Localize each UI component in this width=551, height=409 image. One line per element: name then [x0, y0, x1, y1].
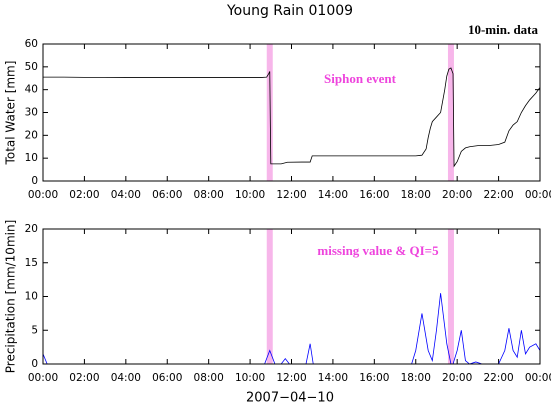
x-tick-label: 22:00 — [483, 189, 513, 201]
y-axis-label: Precipitation [mm/10min] — [4, 220, 18, 374]
x-tick-label: 08:00 — [194, 372, 224, 384]
y-tick-label: 10 — [25, 291, 38, 303]
y-tick-label: 5 — [31, 324, 38, 336]
x-tick-label: 08:00 — [194, 189, 224, 201]
x-tick-label: 00:00 — [28, 189, 58, 201]
x-tick-label: 10:00 — [235, 372, 265, 384]
x-tick-label: 02:00 — [69, 189, 99, 201]
x-tick-label: 02:00 — [69, 372, 99, 384]
x-tick-label: 06:00 — [152, 189, 182, 201]
x-tick-label: 12:00 — [276, 189, 306, 201]
data-line — [43, 67, 541, 168]
x-tick-label: 12:00 — [276, 372, 306, 384]
y-tick-label: 0 — [31, 175, 38, 187]
highlight-band — [266, 229, 273, 364]
plot-frame — [42, 43, 541, 182]
figure-title: Young Rain 01009 — [226, 3, 353, 19]
plot-frame — [42, 228, 541, 365]
y-tick-label: 40 — [25, 84, 38, 96]
highlight-band — [447, 44, 454, 181]
y-tick-label: 10 — [25, 152, 38, 164]
y-tick-label: 0 — [31, 358, 38, 370]
y-axis-label: Total Water [mm] — [4, 61, 18, 166]
data-note: 10-min. data — [468, 22, 539, 37]
y-tick-label: 15 — [25, 257, 38, 269]
x-tick-label: 20:00 — [442, 372, 472, 384]
x-tick-label: 22:00 — [483, 372, 513, 384]
x-tick-label: 18:00 — [401, 372, 431, 384]
x-tick-label: 20:00 — [442, 189, 472, 201]
y-tick-label: 30 — [25, 107, 38, 119]
annotation: missing value & QI=5 — [317, 243, 439, 258]
data-line — [42, 293, 541, 365]
highlight-band — [447, 229, 454, 364]
y-tick-label: 50 — [25, 61, 38, 73]
highlight-band — [266, 44, 273, 181]
x-tick-label: 00:00 — [525, 189, 551, 201]
y-tick-label: 60 — [25, 38, 38, 50]
x-tick-label: 10:00 — [235, 189, 265, 201]
y-tick-label: 20 — [25, 129, 38, 141]
x-tick-label: 06:00 — [152, 372, 182, 384]
x-tick-label: 14:00 — [318, 189, 348, 201]
x-tick-label: 04:00 — [111, 372, 141, 384]
x-tick-label: 18:00 — [401, 189, 431, 201]
annotation: Siphon event — [324, 71, 397, 86]
x-tick-label: 00:00 — [28, 372, 58, 384]
x-axis-label: 2007−04−10 — [246, 391, 334, 406]
x-tick-label: 16:00 — [359, 189, 389, 201]
x-tick-label: 00:00 — [525, 372, 551, 384]
x-tick-label: 14:00 — [318, 372, 348, 384]
x-tick-label: 04:00 — [111, 189, 141, 201]
y-tick-label: 20 — [25, 223, 38, 235]
x-tick-label: 16:00 — [359, 372, 389, 384]
